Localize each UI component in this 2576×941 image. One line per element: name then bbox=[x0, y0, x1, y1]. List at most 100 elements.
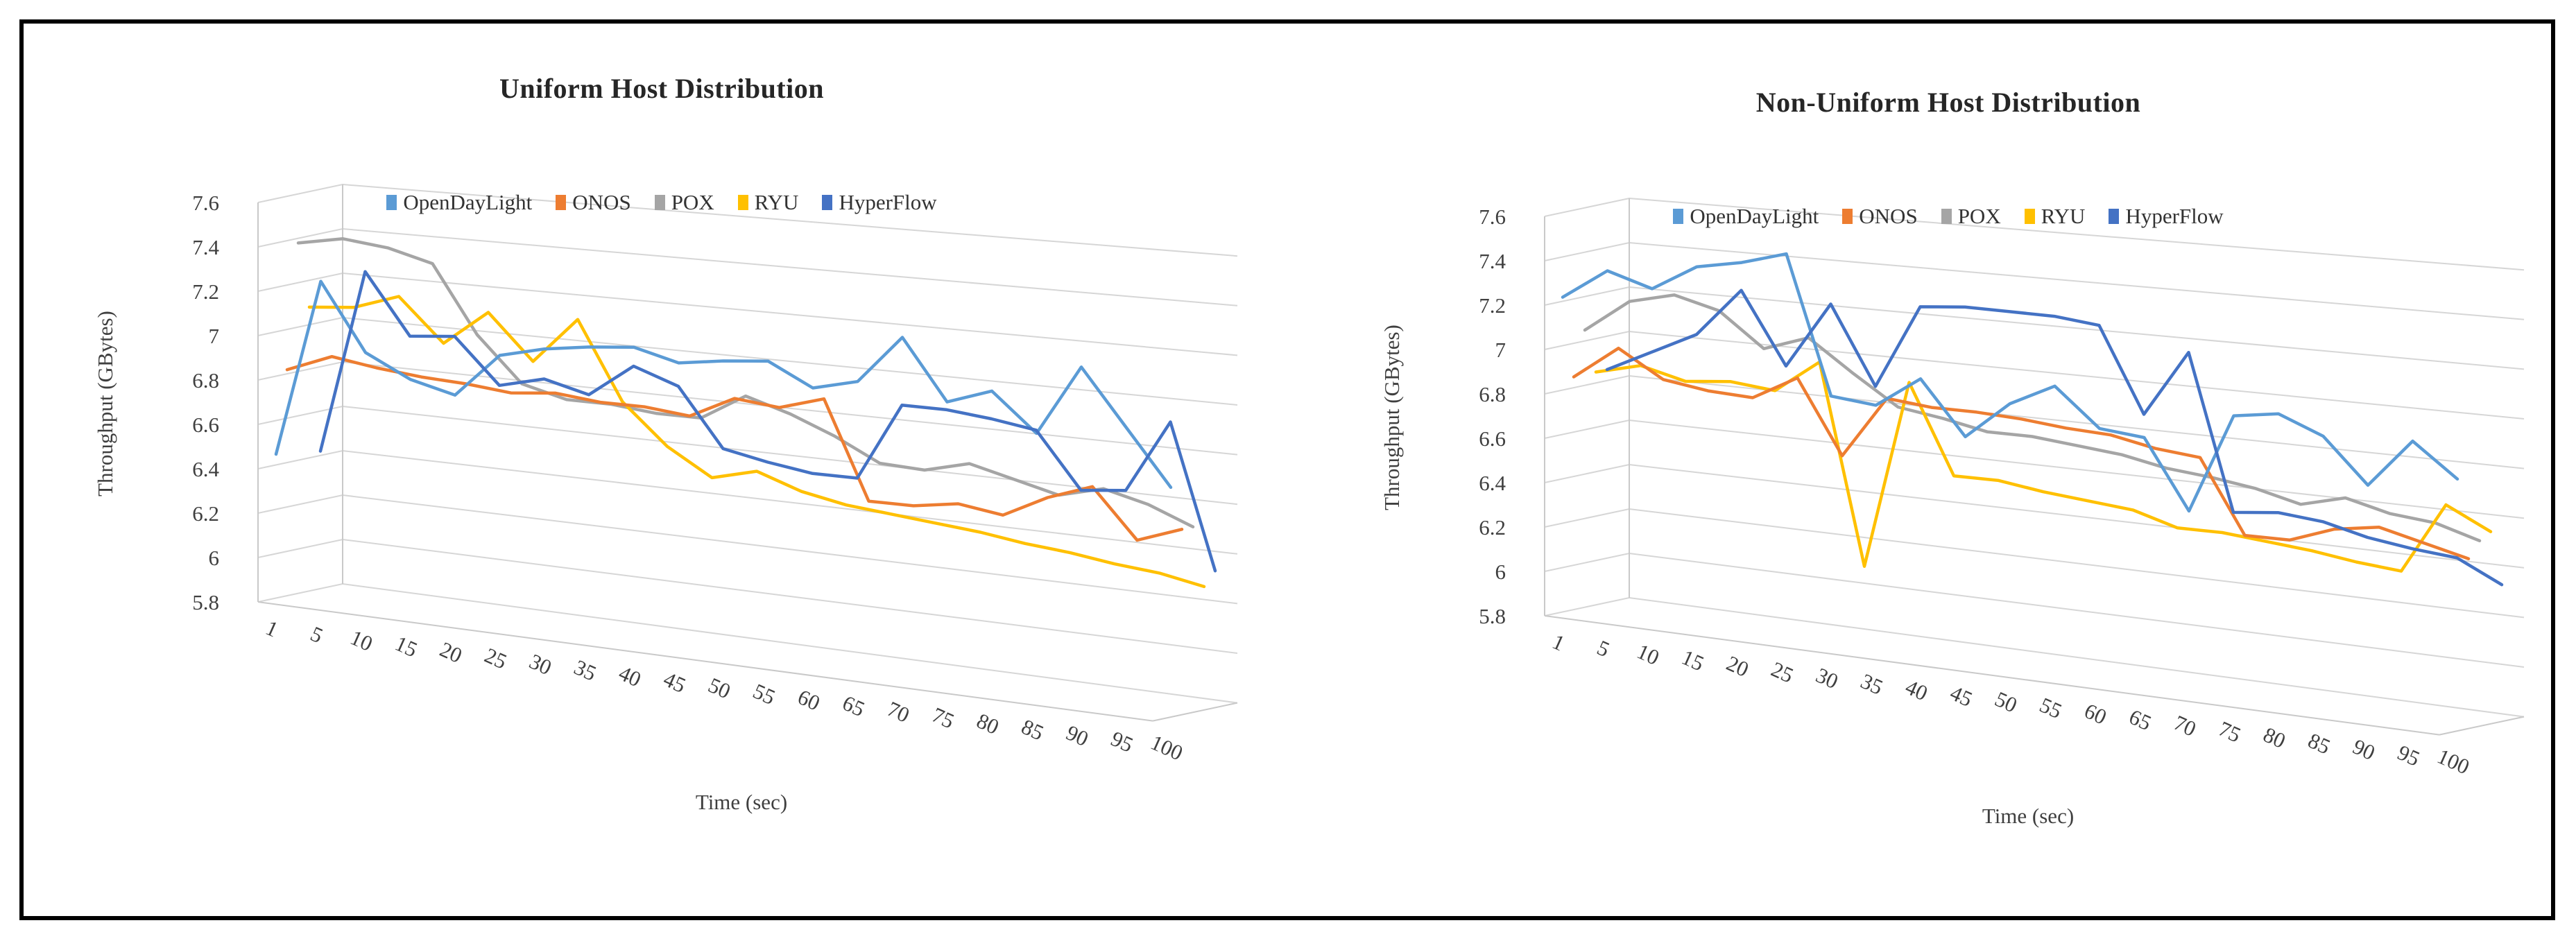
legend: OpenDayLight ONOS POX RYU HyperFlow bbox=[1359, 204, 2538, 229]
gridline bbox=[1544, 508, 2525, 619]
x-tick-label: 5 bbox=[307, 621, 327, 648]
gridline bbox=[1544, 419, 2525, 519]
gridline bbox=[257, 494, 1238, 605]
legend-label: POX bbox=[671, 190, 714, 214]
legend-swatch-icon bbox=[2109, 209, 2120, 224]
x-axis-title: Time (sec) bbox=[696, 790, 787, 814]
series-line-ryu bbox=[307, 295, 1206, 589]
x-tick-label: 60 bbox=[2081, 698, 2111, 730]
x-tick-label: 65 bbox=[839, 691, 868, 722]
legend-label: RYU bbox=[754, 190, 799, 214]
chart-panel-uniform: 7.6 7.4 7.2 7 6.8 6.6 6.4 6.2 6 5.8 1 5 10 15 20 25 30 35… bbox=[72, 43, 1293, 910]
chart-panel-non-uniform: 7.6 7.4 7.2 7 6.8 6.6 6.4 6.2 6 5.8 1 5 10 15 20 25 30 35… bbox=[1359, 57, 2576, 924]
gridline bbox=[257, 272, 1238, 356]
x-tick-label: 80 bbox=[2260, 722, 2290, 753]
plot-area-uniform: 7.6 7.4 7.2 7 6.8 6.6 6.4 6.2 6 5.8 1 5 10 15 20 25 30 35… bbox=[93, 183, 1238, 814]
x-tick-label: 10 bbox=[347, 625, 377, 656]
x-tick-label: 1 bbox=[1549, 629, 1568, 655]
figure-frame: 7.6 7.4 7.2 7 6.8 6.6 6.4 6.2 6 5.8 1 5 10 15 20 25 30 35… bbox=[19, 19, 2555, 920]
y-axis-title: Throughput (GBytes) bbox=[1380, 325, 1404, 510]
x-tick-label: 45 bbox=[1946, 680, 1976, 711]
x-tick-label: 50 bbox=[705, 673, 735, 704]
legend-item-pox: POX bbox=[654, 190, 714, 215]
y-tick-label: 6 bbox=[209, 546, 220, 570]
series-line-pox bbox=[296, 237, 1195, 529]
legend-item-opendaylight: OpenDayLight bbox=[386, 190, 532, 215]
y-tick-label: 6.2 bbox=[192, 501, 219, 526]
legend-swatch-icon bbox=[1673, 209, 1684, 224]
y-tick-label: 6.4 bbox=[1479, 471, 1506, 495]
legend-swatch-icon bbox=[556, 195, 567, 210]
x-tick-label: 5 bbox=[1594, 635, 1613, 662]
series-line-pox bbox=[1583, 293, 2482, 543]
series-line-onos bbox=[1572, 346, 2471, 560]
y-tick-label: 6.6 bbox=[1479, 426, 1506, 451]
x-tick-label: 25 bbox=[481, 643, 510, 674]
legend-item-onos: ONOS bbox=[1842, 204, 1918, 229]
x-tick-label: 15 bbox=[391, 631, 421, 662]
legend-swatch-icon bbox=[2024, 209, 2035, 224]
legend-item-ryu: RYU bbox=[2024, 204, 2086, 229]
x-tick-label: 90 bbox=[2349, 734, 2379, 766]
x-tick-label: 35 bbox=[570, 655, 600, 686]
y-tick-label: 7.6 bbox=[192, 191, 219, 215]
legend-label: HyperFlow bbox=[839, 190, 937, 214]
x-tick-label: 50 bbox=[1991, 687, 2021, 718]
series-line-hyperflow bbox=[1605, 288, 2504, 587]
legend-label: RYU bbox=[2041, 204, 2086, 228]
series-line-onos bbox=[285, 354, 1184, 542]
y-tick-label: 5.8 bbox=[1479, 604, 1506, 628]
legend-item-opendaylight: OpenDayLight bbox=[1673, 204, 1819, 229]
legend-label: OpenDayLight bbox=[403, 190, 533, 214]
gridline bbox=[1544, 241, 2525, 320]
legend-item-ryu: RYU bbox=[737, 190, 799, 215]
y-tick-label: 7.4 bbox=[1479, 249, 1506, 273]
x-tick-label: 80 bbox=[973, 708, 1003, 739]
x-tick-label: 75 bbox=[928, 702, 958, 734]
x-tick-label: 10 bbox=[1633, 639, 1663, 670]
legend-swatch-icon bbox=[737, 195, 748, 210]
y-tick-label: 7 bbox=[1495, 338, 1506, 362]
legend-swatch-icon bbox=[822, 195, 833, 210]
y-tick-label: 7.6 bbox=[1479, 205, 1506, 229]
x-tick-label: 60 bbox=[794, 684, 824, 716]
gridline bbox=[1544, 330, 2525, 420]
wall-edge bbox=[2439, 716, 2525, 736]
legend-swatch-icon bbox=[1842, 209, 1853, 224]
legend-item-hyperflow: HyperFlow bbox=[822, 190, 937, 215]
x-tick-label: 85 bbox=[1017, 714, 1047, 745]
x-tick-label: 55 bbox=[2036, 693, 2066, 724]
x-tick-label: 25 bbox=[1767, 657, 1797, 688]
x-tick-label: 30 bbox=[1812, 663, 1842, 694]
y-tick-label: 7.2 bbox=[1479, 293, 1506, 318]
legend-swatch-icon bbox=[1941, 209, 1952, 224]
plot-area-non-uniform: 7.6 7.4 7.2 7 6.8 6.6 6.4 6.2 6 5.8 1 5 10 15 20 25 30 35… bbox=[1380, 197, 2525, 828]
chart-title: Uniform Host Distribution bbox=[499, 73, 825, 104]
y-tick-label: 6 bbox=[1495, 560, 1506, 584]
y-axis-title: Throughput (GBytes) bbox=[93, 311, 117, 497]
x-tick-label: 70 bbox=[884, 696, 913, 727]
legend-label: OpenDayLight bbox=[1690, 204, 1819, 228]
legend-label: ONOS bbox=[1859, 204, 1918, 228]
x-tick-label: 1 bbox=[262, 615, 282, 641]
legend-label: HyperFlow bbox=[2125, 204, 2224, 228]
x-tick-label: 85 bbox=[2304, 728, 2334, 759]
series-line-hyperflow bbox=[318, 270, 1217, 573]
legend-item-hyperflow: HyperFlow bbox=[2109, 204, 2224, 229]
x-tick-label: 15 bbox=[1678, 645, 1708, 676]
gridline bbox=[257, 227, 1238, 307]
legend-swatch-icon bbox=[654, 195, 665, 210]
x-tick-label: 40 bbox=[615, 661, 645, 692]
series-line-opendaylight bbox=[274, 279, 1173, 490]
x-tick-label: 20 bbox=[1723, 650, 1753, 682]
y-tick-label: 6.8 bbox=[1479, 382, 1506, 406]
chart-title: Non-Uniform Host Distribution bbox=[1755, 87, 2141, 118]
x-tick-label: 90 bbox=[1063, 720, 1092, 752]
y-tick-label: 6.4 bbox=[192, 457, 219, 481]
y-tick-label: 6.6 bbox=[192, 413, 219, 437]
y-tick-label: 7.4 bbox=[192, 235, 219, 259]
x-tick-label: 40 bbox=[1902, 675, 1932, 706]
x-tick-label: 75 bbox=[2215, 716, 2244, 748]
series-line-opendaylight bbox=[1561, 252, 2459, 513]
y-tick-label: 6.2 bbox=[1479, 515, 1506, 539]
